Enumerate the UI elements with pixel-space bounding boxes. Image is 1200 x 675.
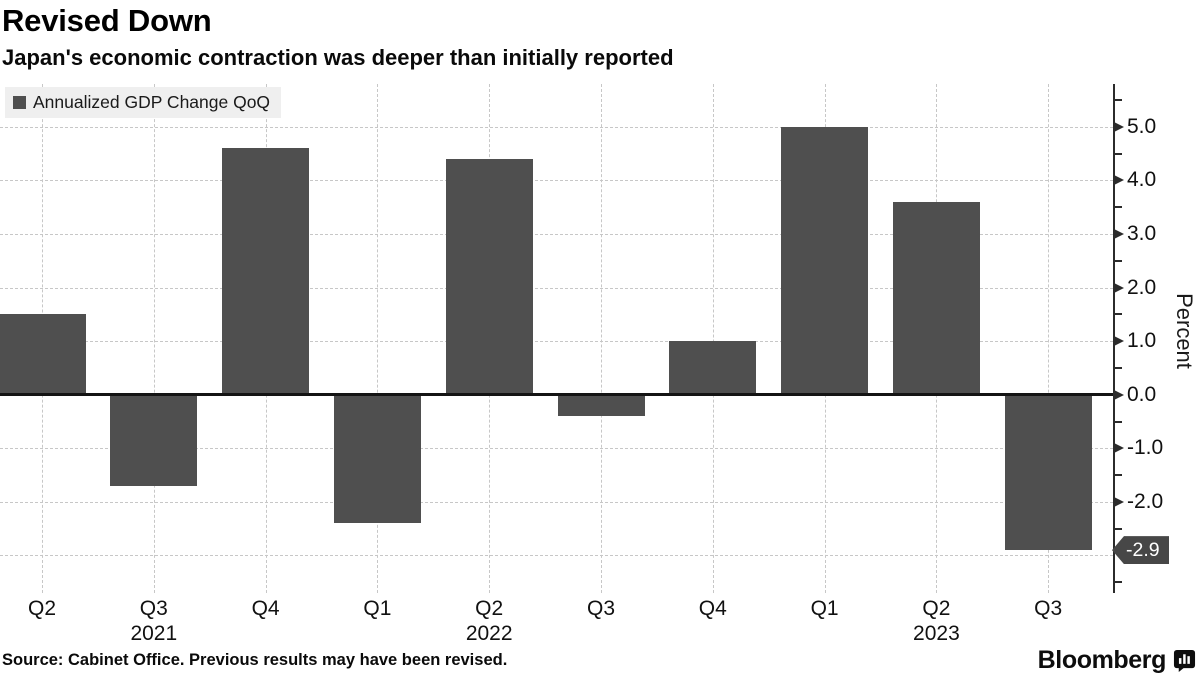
horizontal-gridline — [0, 448, 1113, 450]
x-tick-label: Q4 — [251, 597, 280, 620]
x-tick-label: Q3 — [1034, 597, 1063, 620]
x-tick-label: Q2 — [27, 597, 56, 620]
bar — [669, 341, 757, 395]
y-tick-label: -2.0 — [1127, 489, 1164, 513]
y-tick-minor — [1114, 474, 1122, 477]
year-label: 2023 — [913, 622, 960, 645]
y-tick-minor — [1114, 206, 1122, 209]
page-subtitle: Japan's economic contraction was deeper … — [2, 45, 674, 70]
x-tick-label: Q3 — [139, 597, 168, 620]
y-tick-minor — [1114, 259, 1122, 262]
horizontal-gridline — [0, 287, 1113, 289]
vertical-gridline — [153, 84, 155, 593]
y-tick-label: 1.0 — [1127, 329, 1157, 353]
vertical-gridline — [601, 84, 602, 593]
x-tick-label: Q1 — [363, 597, 392, 620]
page-title: Revised Down — [2, 3, 212, 38]
horizontal-gridline — [0, 341, 1113, 343]
y-tick-major — [1114, 282, 1124, 293]
x-tick-label: Q2 — [922, 597, 951, 620]
y-tick-minor — [1114, 527, 1122, 530]
x-tick-label: Q2 — [475, 597, 504, 620]
bloomberg-logo: Bloomberg — [1038, 646, 1196, 675]
legend-label: Annualized GDP Change QoQ — [33, 92, 271, 112]
bloomberg-wordmark: Bloomberg — [1037, 646, 1167, 674]
horizontal-gridline — [0, 555, 1113, 557]
y-tick-major — [1114, 175, 1124, 186]
y-tick-minor — [1114, 366, 1122, 369]
bar — [557, 394, 645, 417]
y-tick-label: 4.0 — [1127, 168, 1157, 192]
x-tick-label: Q4 — [698, 597, 727, 620]
y-tick-label: -1.0 — [1127, 436, 1164, 460]
x-tick-label: Q3 — [586, 597, 615, 620]
legend-swatch-icon — [13, 96, 26, 109]
y-tick-label: 2.0 — [1127, 275, 1157, 299]
horizontal-gridline — [0, 501, 1113, 503]
y-tick-minor — [1114, 99, 1122, 102]
y-tick-major — [1114, 336, 1124, 347]
x-tick-label: Q1 — [810, 597, 839, 620]
y-tick-label: 5.0 — [1127, 114, 1157, 138]
zero-line — [0, 393, 1113, 397]
y-tick-major — [1114, 229, 1124, 240]
bar — [333, 394, 421, 524]
bar — [781, 126, 869, 395]
y-tick-major — [1114, 389, 1124, 400]
last-value-tag: -2.9 — [1112, 536, 1169, 565]
bar — [445, 159, 533, 395]
bar — [1004, 394, 1092, 551]
year-label: 2022 — [465, 622, 513, 645]
bar — [110, 394, 198, 486]
vertical-gridline — [712, 84, 714, 593]
horizontal-gridline — [0, 180, 1113, 182]
legend: Annualized GDP Change QoQ — [5, 87, 282, 118]
bar — [0, 314, 86, 395]
y-axis-title: Percent — [1172, 293, 1197, 369]
y-tick-minor — [1114, 420, 1122, 423]
vertical-gridline — [377, 84, 379, 593]
horizontal-gridline — [0, 126, 1113, 128]
y-tick-label: 0.0 — [1127, 382, 1157, 406]
y-tick-major — [1114, 443, 1124, 454]
bar — [892, 201, 980, 395]
bar — [222, 148, 310, 395]
y-tick-minor — [1114, 313, 1122, 316]
year-label: 2021 — [130, 622, 178, 645]
y-tick-minor — [1114, 581, 1122, 584]
source-note: Source: Cabinet Office. Previous results… — [2, 651, 508, 669]
bloomberg-icon — [1173, 649, 1196, 672]
y-tick-major — [1114, 496, 1124, 507]
y-tick-minor — [1114, 152, 1122, 155]
y-tick-major — [1114, 121, 1124, 132]
horizontal-gridline — [0, 234, 1113, 236]
y-tick-label: 3.0 — [1127, 222, 1157, 246]
vertical-gridline — [1048, 84, 1050, 593]
